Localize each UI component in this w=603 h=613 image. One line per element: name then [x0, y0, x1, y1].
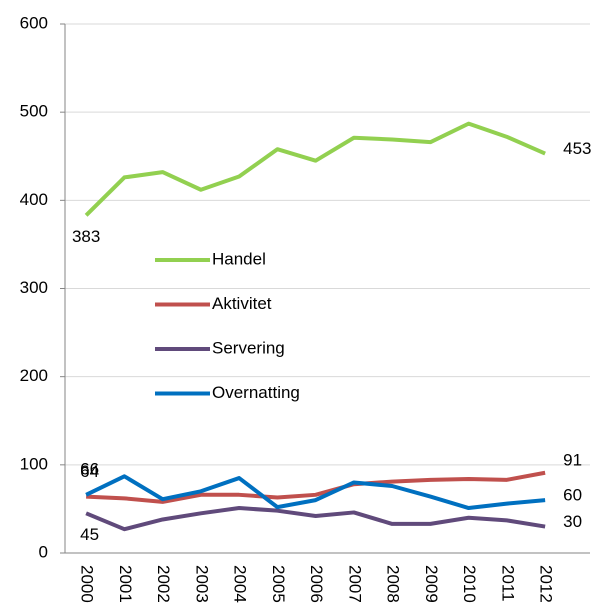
y-tick-label: 600 — [20, 13, 48, 32]
legend-label: Overnatting — [212, 383, 300, 402]
legend-label: Servering — [212, 338, 285, 357]
legend-label: Handel — [212, 249, 266, 268]
x-tick-label: 2003 — [192, 565, 211, 603]
legend-label: Aktivitet — [212, 294, 272, 313]
x-tick-label: 2011 — [498, 565, 517, 602]
y-tick-label: 400 — [20, 190, 48, 209]
x-tick-label: 2002 — [154, 565, 173, 603]
x-tick-label: 2000 — [78, 565, 97, 603]
y-tick-label: 500 — [20, 102, 48, 121]
data-label: 383 — [72, 227, 100, 246]
x-tick-label: 2006 — [307, 565, 326, 603]
data-label: 66 — [80, 459, 99, 478]
x-tick-label: 2007 — [345, 565, 364, 603]
data-label: 64 — [80, 462, 99, 481]
data-label: 45 — [80, 525, 99, 544]
x-tick-label: 2001 — [116, 565, 135, 603]
data-label: 453 — [563, 139, 591, 158]
x-tick-label: 2009 — [422, 565, 441, 603]
series-line — [86, 470, 546, 504]
data-label: 60 — [563, 486, 582, 505]
y-tick-label: 300 — [20, 278, 48, 297]
x-tick-label: 2012 — [537, 565, 556, 603]
x-tick-label: 2008 — [384, 565, 403, 603]
series-line — [84, 121, 546, 217]
x-tick-label: 2010 — [460, 565, 479, 603]
y-tick-label: 200 — [20, 366, 48, 385]
data-label: 30 — [563, 512, 582, 531]
series-line — [85, 506, 546, 532]
x-tick-label: 2004 — [231, 565, 250, 603]
series-line — [85, 474, 546, 511]
y-tick-label: 100 — [20, 454, 48, 473]
y-tick-label: 0 — [39, 542, 48, 561]
data-label: 91 — [563, 450, 582, 469]
x-tick-label: 2005 — [269, 565, 288, 603]
